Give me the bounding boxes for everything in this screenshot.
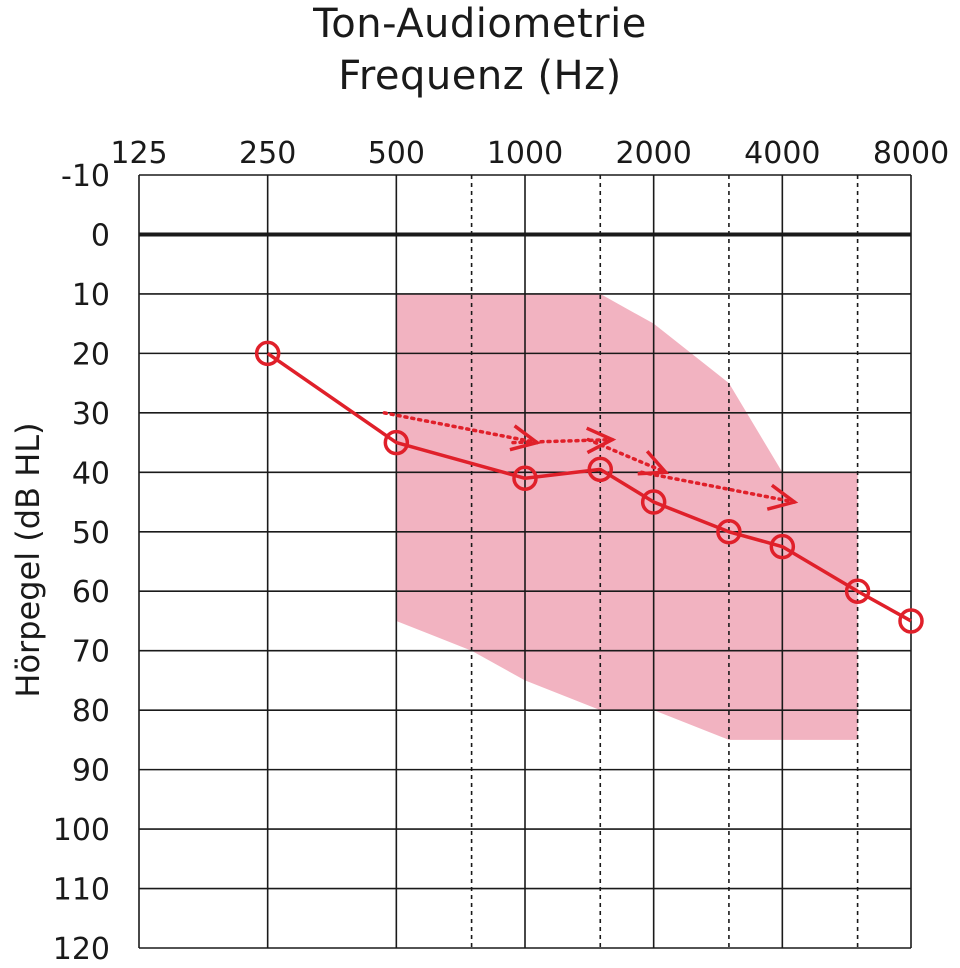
x-tick-label: 8000 xyxy=(873,136,949,171)
x-tick-label: 1000 xyxy=(487,136,563,171)
y-tick-label: 60 xyxy=(72,575,110,610)
data-point-marker xyxy=(769,533,796,560)
x-tick-label: 250 xyxy=(239,136,296,171)
data-point-marker xyxy=(898,608,924,634)
data-point-marker xyxy=(383,429,410,456)
arrow-shaft xyxy=(382,411,539,445)
y-tick-label: 50 xyxy=(72,516,110,551)
y-tick-label: 10 xyxy=(72,278,110,313)
x-tick-label: 4000 xyxy=(744,136,820,171)
y-tick-label: 30 xyxy=(72,397,110,432)
data-point-marker xyxy=(716,519,742,545)
dotted-arrow xyxy=(639,470,799,511)
chart-subtitle: Frequenz (Hz) xyxy=(338,53,622,99)
y-tick-label: 90 xyxy=(72,754,110,789)
y-tick-label: 40 xyxy=(72,456,110,491)
arrow-shaft xyxy=(639,470,797,504)
data-point-marker xyxy=(844,578,871,604)
y-tick-label: -10 xyxy=(61,159,110,194)
y-tick-label: 100 xyxy=(53,813,110,848)
arrow-head xyxy=(766,483,799,511)
shaded-band xyxy=(396,293,858,740)
series-line xyxy=(266,351,912,623)
data-point-marker xyxy=(640,489,667,515)
y-tick-label: 110 xyxy=(53,873,110,908)
x-tick-label: 2000 xyxy=(615,136,691,171)
dotted-arrow xyxy=(511,426,617,455)
x-tick-label: 125 xyxy=(110,136,167,171)
y-tick-label: 0 xyxy=(91,218,110,253)
y-tick-label: 70 xyxy=(72,635,110,670)
y-tick-label: 80 xyxy=(72,694,110,729)
data-point-marker xyxy=(254,340,281,367)
x-tick-label: 500 xyxy=(368,136,425,171)
data-point-marker xyxy=(512,465,538,492)
arrow-shaft xyxy=(586,437,668,475)
y-tick-label: 20 xyxy=(72,337,110,372)
arrow-shaft xyxy=(511,437,615,445)
data-point-marker xyxy=(587,456,614,483)
chart-title: Ton-Audiometrie xyxy=(313,1,647,47)
arrow-head xyxy=(585,426,617,455)
y-tick-label: 120 xyxy=(53,932,110,967)
